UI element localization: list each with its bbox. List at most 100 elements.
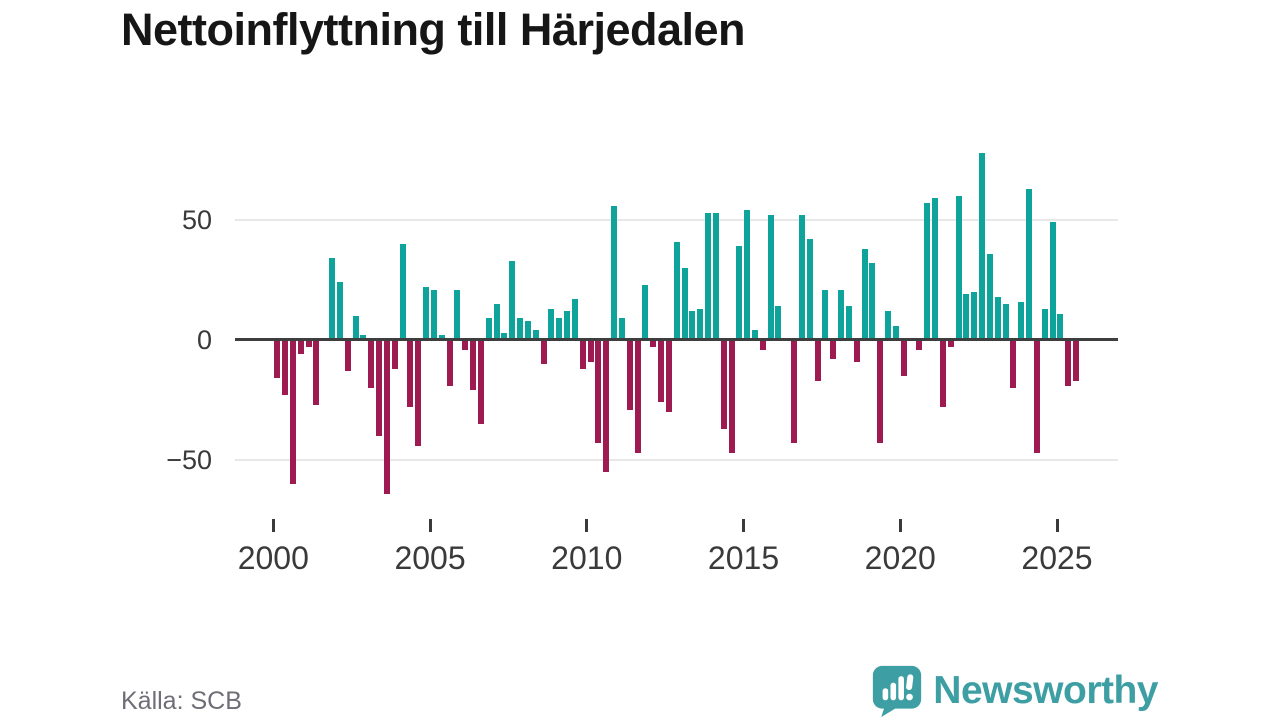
data-bar (391, 340, 398, 369)
data-bar (712, 212, 719, 340)
data-bar (579, 340, 586, 369)
newsworthy-bubble-chart-icon (871, 664, 923, 718)
y-axis-tick-label: 50 (181, 205, 212, 235)
data-bar (438, 335, 445, 340)
data-bar (446, 340, 453, 386)
data-bar (994, 296, 1001, 340)
data-bar (454, 289, 461, 340)
x-axis-tick-mark (585, 519, 589, 532)
data-bar (329, 258, 335, 340)
data-bar (1041, 308, 1048, 340)
data-bar (853, 340, 860, 362)
x-axis-tick-label: 2005 (394, 540, 466, 576)
data-bar (509, 260, 516, 340)
data-bar (1002, 304, 1009, 340)
x-axis-tick-label: 2010 (551, 540, 623, 576)
newsworthy-wordmark: Newsworthy (933, 669, 1158, 712)
data-bar (344, 340, 351, 372)
data-bar (1018, 301, 1025, 340)
data-bar (744, 210, 751, 340)
data-bar (697, 308, 704, 340)
y-gridline (235, 219, 1118, 221)
data-bar (971, 292, 978, 340)
data-bar (477, 340, 484, 424)
data-bar (462, 340, 469, 350)
data-bar (383, 340, 390, 494)
data-bar (798, 215, 805, 340)
data-bar (963, 294, 970, 340)
data-bar (618, 318, 625, 340)
newsworthy-logo: Newsworthy (871, 663, 1158, 719)
data-bar (1049, 222, 1056, 340)
data-bar (932, 198, 939, 340)
x-axis-tick-label: 2000 (237, 540, 309, 576)
data-bar (791, 340, 798, 444)
data-bar (673, 241, 680, 340)
data-bar (681, 268, 688, 340)
data-bar (305, 340, 312, 348)
y-axis-tick-label: −50 (166, 445, 212, 475)
y-gridline (235, 459, 1118, 461)
chart-title: Nettoinflyttning till Härjedalen (121, 4, 746, 55)
x-axis-tick-label: 2025 (1021, 540, 1093, 576)
data-bar (1057, 313, 1064, 340)
data-bar (548, 308, 555, 340)
data-bar (556, 318, 563, 340)
data-bar (501, 332, 508, 340)
data-bar (767, 215, 774, 340)
data-bar (532, 330, 539, 340)
data-bar (313, 340, 320, 405)
x-axis-tick-mark (898, 519, 902, 532)
data-bar (759, 340, 766, 350)
x-axis-tick-label: 2015 (707, 540, 780, 576)
zero-axis-line (235, 338, 1118, 341)
data-bar (845, 306, 852, 340)
data-bar (540, 340, 547, 364)
data-bar (289, 340, 296, 484)
data-bar (939, 340, 946, 408)
data-bar (517, 318, 523, 340)
data-bar (470, 340, 476, 391)
data-bar (642, 284, 649, 340)
data-bar (869, 263, 876, 340)
data-bar (407, 340, 414, 408)
data-bar (626, 340, 633, 410)
data-bar (822, 289, 829, 340)
data-bar (1073, 340, 1080, 381)
data-bar (297, 340, 304, 355)
data-bar (838, 289, 845, 340)
data-bar (603, 340, 610, 472)
data-bar (689, 311, 696, 340)
data-bar (830, 340, 837, 360)
data-bar (986, 253, 993, 340)
data-bar (399, 244, 406, 340)
data-bar (587, 340, 594, 362)
data-bar (1065, 340, 1072, 386)
data-bar (877, 340, 884, 444)
data-bar (415, 340, 422, 446)
y-axis-tick-label: 0 (196, 325, 212, 355)
data-bar (979, 152, 986, 340)
data-bar (282, 340, 288, 396)
data-bar (274, 340, 281, 379)
data-bar (900, 340, 907, 376)
data-bar (955, 196, 962, 340)
data-bar (736, 246, 743, 340)
data-bar (360, 335, 367, 340)
source-note: Källa: SCB (121, 687, 242, 715)
data-bar (720, 340, 727, 429)
data-bar (423, 287, 429, 340)
x-axis-tick-label: 2020 (864, 540, 936, 576)
data-bar (947, 340, 954, 348)
x-axis-tick-mark (1055, 519, 1059, 532)
x-axis-tick-mark (428, 519, 432, 532)
data-bar (336, 282, 343, 340)
data-bar (752, 330, 758, 340)
data-bar (571, 299, 578, 340)
data-bar (485, 318, 492, 340)
data-bar (728, 340, 735, 453)
data-bar (1033, 340, 1040, 453)
data-bar (650, 340, 657, 348)
data-bar (368, 340, 375, 388)
